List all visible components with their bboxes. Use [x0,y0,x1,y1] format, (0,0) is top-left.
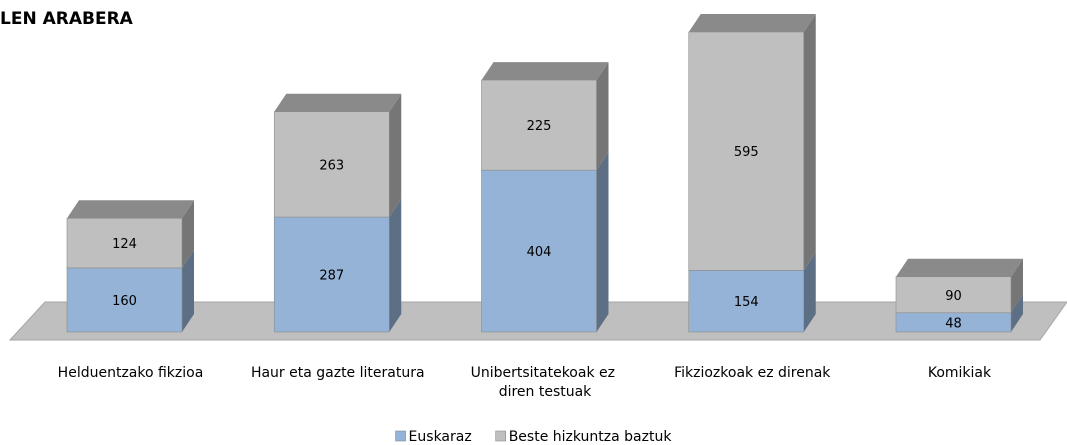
bar-side [182,200,194,268]
data-label: 595 [734,145,759,160]
x-tick-label: Unibertsitatekoak ez diren testuak [471,365,620,400]
bar [481,79,597,171]
bar [273,216,390,333]
data-label: 404 [527,245,552,260]
data-label: 287 [319,269,344,284]
data-label: 124 [112,237,137,252]
bar-top [688,14,816,32]
x-tick-label: Fikziozkoak ez direnak [674,365,831,381]
data-label: 154 [734,295,759,310]
label-line: diren testuak [499,384,592,400]
bar [273,111,390,218]
bar-side [389,93,402,218]
bar-top [67,200,194,219]
label-line: Haur eta gazte literatura [251,365,425,381]
data-label: 225 [527,119,552,134]
legend-swatch [495,430,506,442]
bar-side [1011,294,1023,332]
data-label: 160 [112,294,137,309]
x-tick-label: Komikiak [928,365,992,381]
bar-top [481,62,609,81]
bar [481,169,597,333]
bar-side [1011,258,1023,313]
bar-side [803,252,816,332]
bar-side [182,249,194,332]
bar-top [896,258,1023,277]
legend-label: Beste hizkuntza baztuk [509,429,673,445]
label-line: Helduentzako fikzioa [58,365,204,381]
bar [895,276,1012,314]
bar-side [596,152,609,332]
bar [688,31,805,271]
x-tick-label: Helduentzako fikzioa [58,365,204,381]
x-tick-label: Haur eta gazte literatura [251,365,425,381]
bar [66,267,183,333]
chart-title: LEN ARABERA [0,9,134,29]
data-label: 48 [945,316,962,331]
data-label: 90 [945,289,962,304]
bar-side [803,14,816,271]
label-line: Unibertsitatekoak ez [471,365,620,381]
bar-side [389,199,402,332]
data-label: 263 [319,158,344,173]
bar [688,270,805,333]
legend-label: Euskaraz [409,429,472,445]
legend-swatch [395,430,406,442]
bar-top [274,93,402,112]
label-line: Fikziozkoak ez direnak [674,365,831,381]
bar-side [596,62,609,171]
label-line: Komikiak [928,365,992,381]
legend: Euskaraz Beste hizkuntza baztuk [395,429,673,445]
